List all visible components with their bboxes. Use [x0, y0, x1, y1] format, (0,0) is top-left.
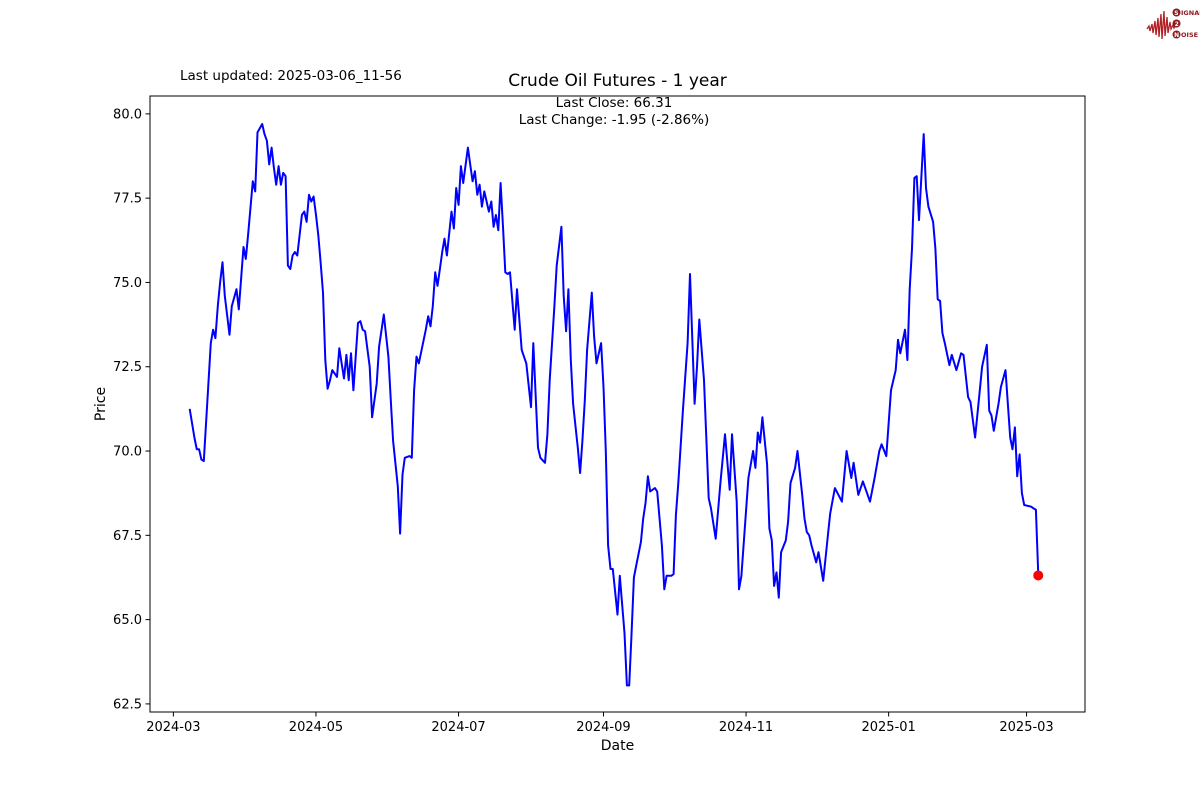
last-close-text: Last Close: 66.31 [555, 95, 673, 111]
last-change-text: Last Change: -1.95 (-2.86%) [518, 112, 710, 128]
logo-circle-s [1172, 8, 1181, 17]
x-tick-label: 2025-01 [861, 720, 915, 735]
logo-letter-s: S [1174, 10, 1178, 17]
y-tick-label: 80.0 [113, 107, 142, 122]
x-tick-label: 2024-05 [289, 720, 343, 735]
y-tick-label: 65.0 [113, 613, 142, 628]
y-tick-label: 75.0 [113, 276, 142, 291]
logo-letter-n: N [1174, 32, 1179, 39]
y-tick-label: 72.5 [113, 360, 142, 375]
y-tick-label: 77.5 [113, 192, 142, 207]
logo-text-oise: OISE [1181, 31, 1198, 39]
x-tick-label: 2024-03 [146, 720, 200, 735]
last-updated-text: Last updated: 2025-03-06_11-56 [180, 68, 402, 84]
chart-title: Crude Oil Futures - 1 year [508, 71, 727, 91]
last-price-marker [1033, 570, 1044, 581]
logo-text-ignal: IGNAL [1181, 9, 1200, 17]
signal2noise-logo: S IGNAL 2 N OISE [1146, 8, 1200, 40]
logo-circle-n [1172, 30, 1181, 39]
logo-number-2: 2 [1175, 21, 1179, 28]
x-axis-label: Date [600, 738, 635, 754]
x-tick-label: 2024-07 [431, 720, 485, 735]
price-line [188, 123, 1040, 687]
plot-border [149, 95, 1086, 713]
y-tick-label: 70.0 [113, 445, 142, 460]
y-tick-label: 67.5 [113, 529, 142, 544]
x-tick-label: 2024-11 [719, 720, 773, 735]
y-tick-label: 62.5 [113, 697, 142, 712]
x-tick-label: 2024-09 [576, 720, 630, 735]
waveform-icon [1146, 10, 1177, 40]
logo-circle-2 [1172, 19, 1181, 28]
x-tick-label: 2025-03 [999, 720, 1053, 735]
